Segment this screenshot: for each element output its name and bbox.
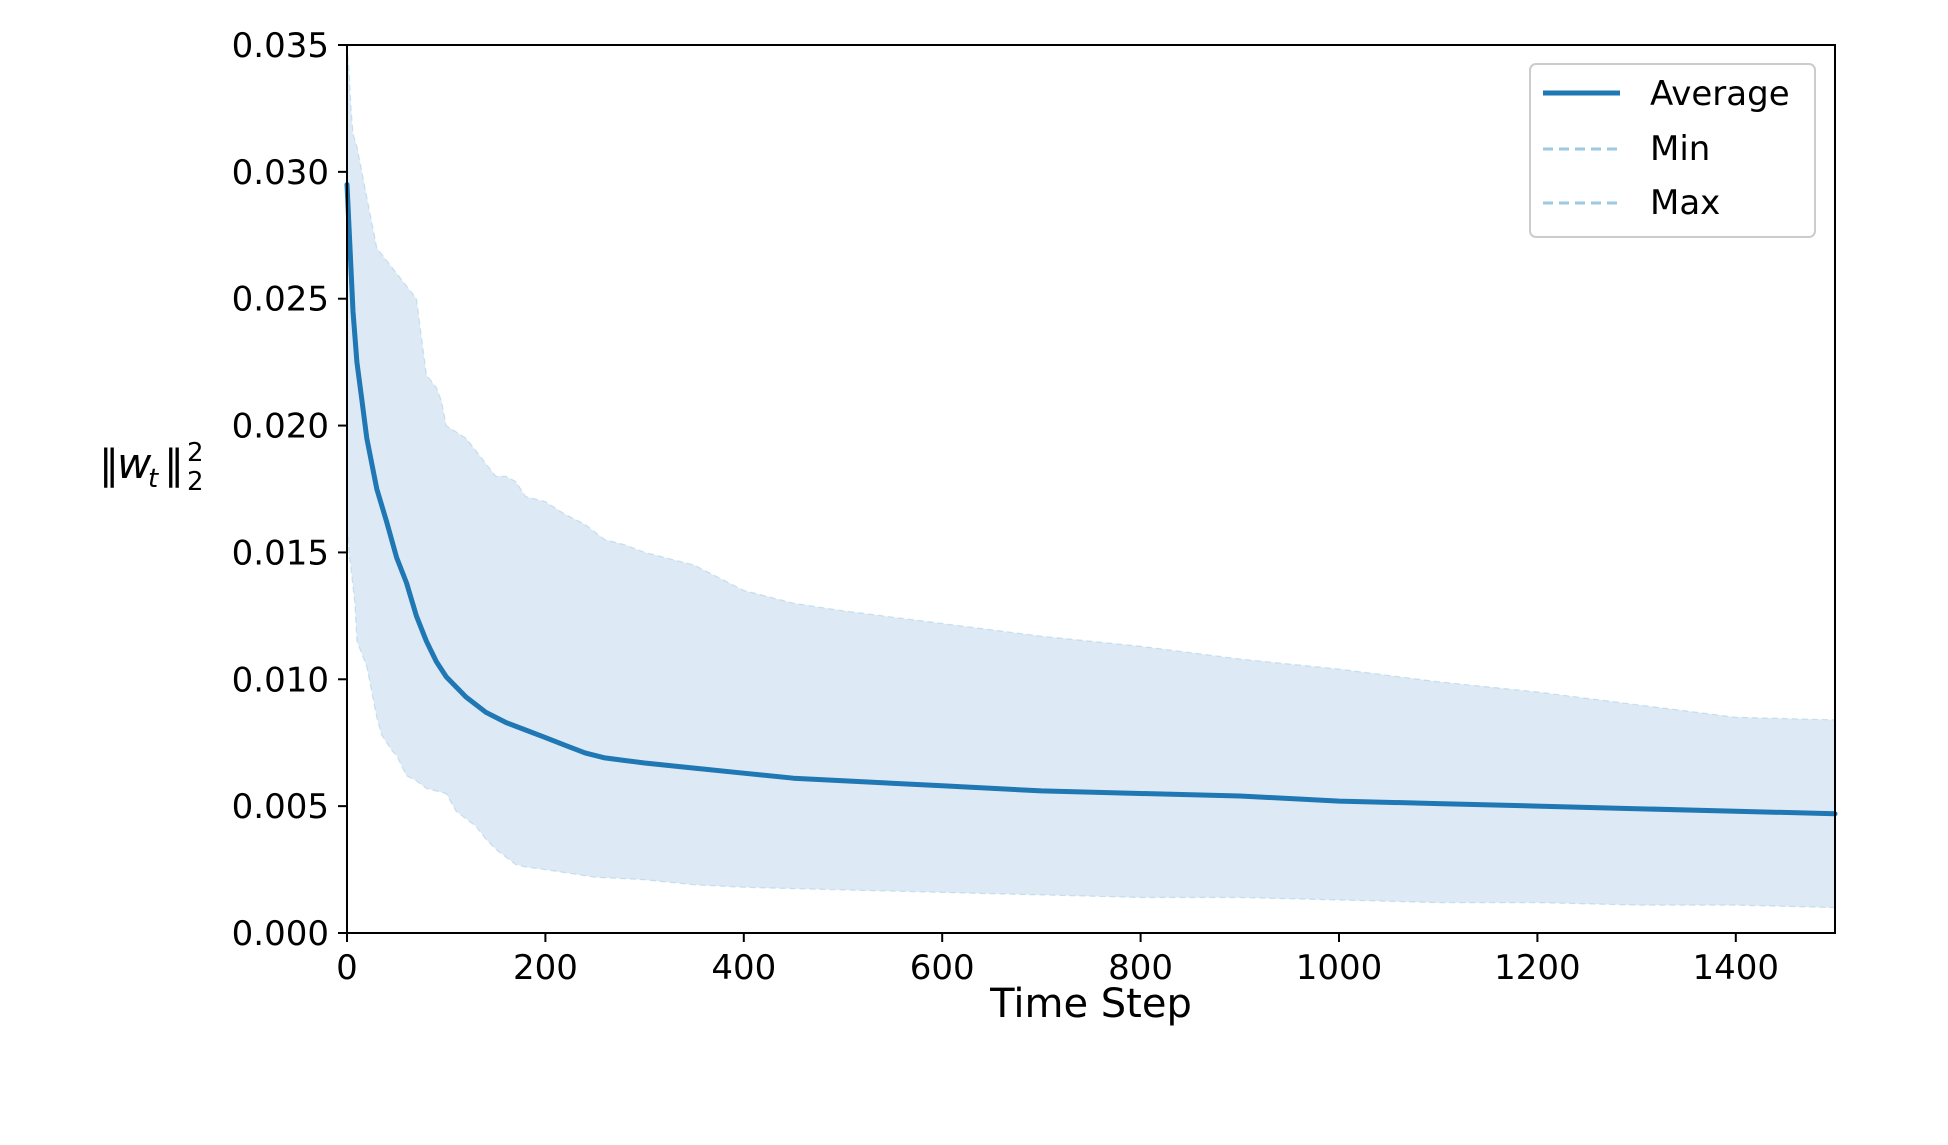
x-tick-label: 600 [910, 948, 975, 988]
y-axis-title: ‖ w t ‖ 2 2 [99, 438, 204, 497]
plot-frame [346, 44, 1836, 934]
y-tick-label: 0.010 [232, 660, 329, 700]
y-tick-label: 0.025 [232, 280, 329, 320]
min-max-band [347, 45, 1835, 908]
x-axis-title: Time Step [989, 981, 1192, 1027]
plot-area [344, 44, 1838, 934]
y-tick-label: 0.000 [232, 914, 329, 954]
average-series-line [344, 182, 1838, 817]
x-tick-label: 800 [1108, 948, 1173, 988]
y-axis-title-subscript-2: 2 [187, 467, 204, 497]
x-tick-label: 1400 [1693, 948, 1780, 988]
x-tick-label: 1200 [1494, 948, 1581, 988]
x-tick-label: 200 [513, 948, 578, 988]
y-axis-title-norm-left: ‖ [99, 442, 119, 488]
x-tick-label: 0 [336, 948, 358, 988]
legend-min-label: Min [1650, 129, 1710, 169]
y-axis-title-norm-right: ‖ [164, 442, 184, 488]
y-axis-title-variable: w [117, 439, 152, 488]
y-tick-label: 0.035 [232, 26, 329, 66]
x-tick-label: 400 [711, 948, 776, 988]
y-tick-label: 0.005 [232, 787, 329, 827]
legend-max-label: Max [1650, 183, 1720, 223]
y-axis-title-subscript: t [148, 464, 159, 494]
legend-box [1529, 63, 1816, 238]
x-tick-label: 1000 [1296, 948, 1383, 988]
y-tick-label: 0.030 [232, 153, 329, 193]
legend: Average Min Max [1529, 63, 1816, 238]
x-axis: 0 200 400 600 800 1000 1200 1400 [336, 933, 1779, 988]
y-axis-title-superscript: 2 [187, 438, 204, 468]
legend-average-label: Average [1650, 74, 1790, 114]
y-tick-label: 0.020 [232, 407, 329, 447]
max-series-line [346, 44, 1836, 721]
min-series-line [346, 527, 1836, 909]
y-tick-label: 0.015 [232, 533, 329, 573]
y-axis: 0.000 0.005 0.010 0.015 0.020 0.025 0.030 0.035 [232, 26, 347, 954]
